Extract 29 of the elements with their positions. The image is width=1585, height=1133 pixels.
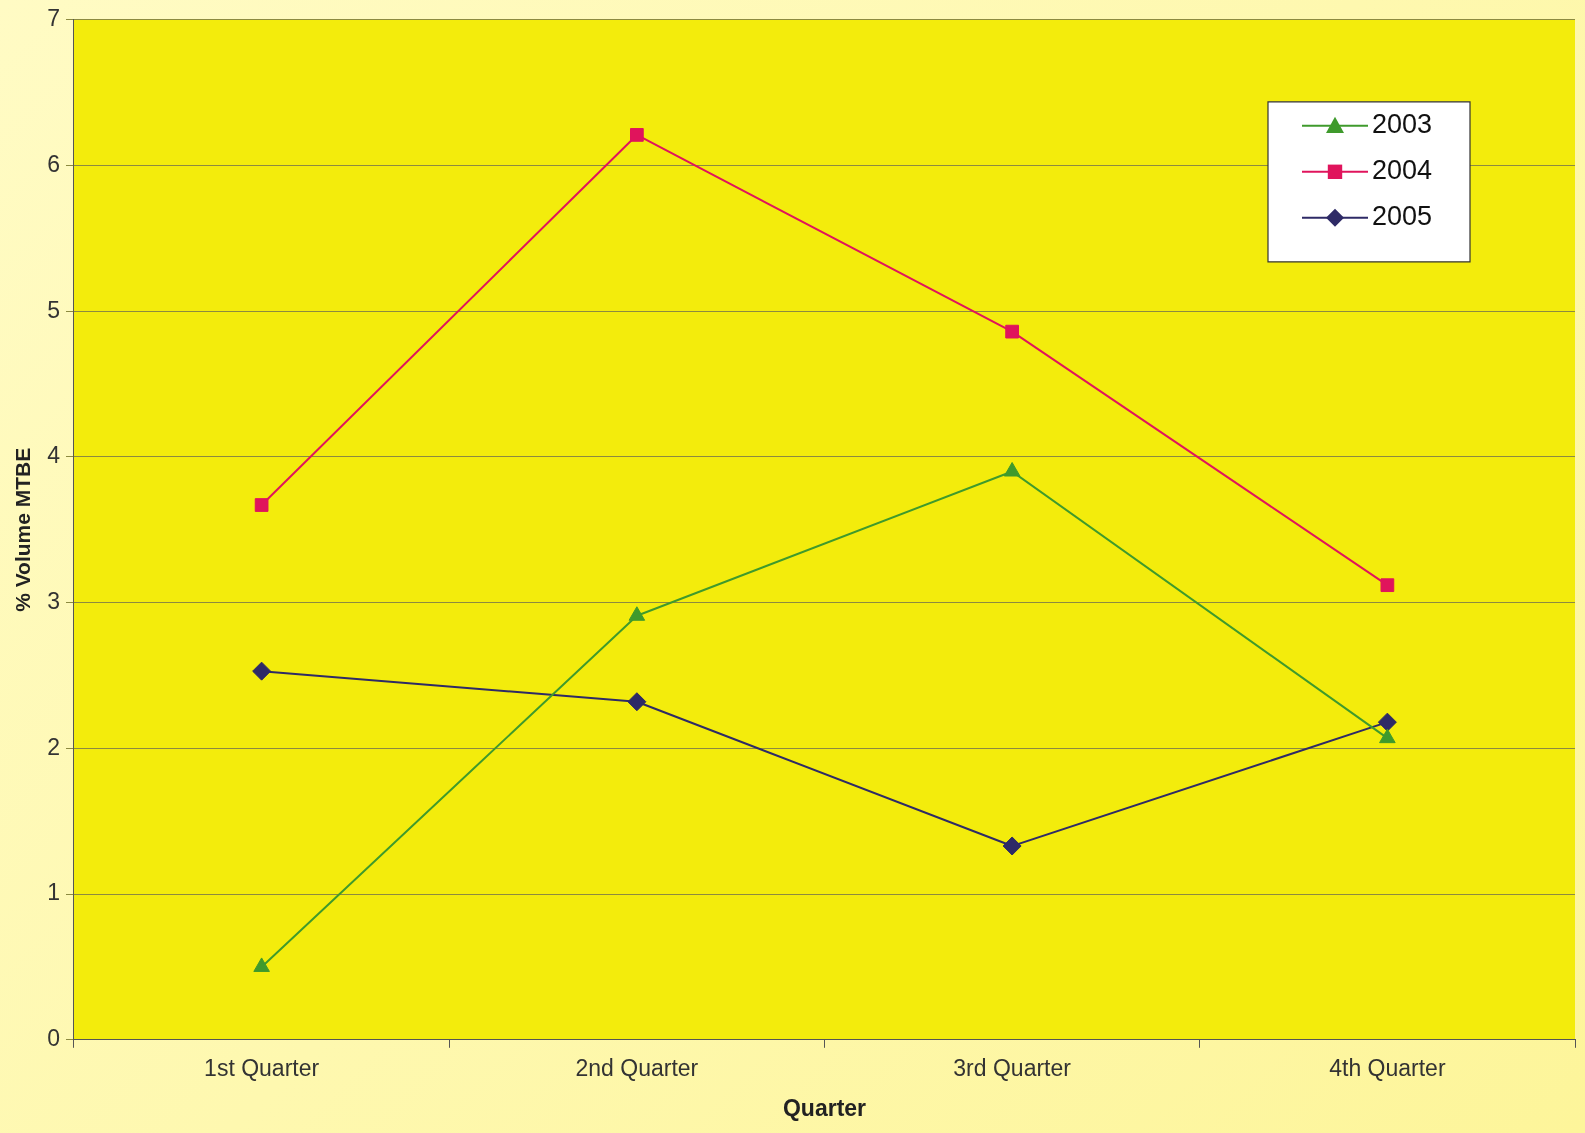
y-tick-label: 2: [47, 733, 60, 760]
y-tick-label: 4: [47, 442, 61, 469]
x-axis-title: Quarter: [782, 1094, 867, 1121]
x-tick-label: 2nd Quarter: [575, 1054, 699, 1081]
x-tick-label: 4th Quarter: [1329, 1054, 1446, 1081]
y-tick-label: 6: [47, 150, 60, 177]
point: [1003, 462, 1021, 477]
point: [630, 128, 644, 142]
point: [1002, 836, 1022, 856]
legend-label: 2005: [1372, 201, 1433, 232]
point: [628, 606, 646, 621]
y-tick-label: 5: [47, 296, 60, 323]
y-tick-label: 3: [47, 588, 60, 614]
point: [627, 692, 647, 712]
x-tick-label: 3rd Quarter: [953, 1054, 1072, 1081]
point: [253, 957, 270, 972]
y-tick-label: 0: [47, 1025, 60, 1052]
y-tick-label: 7: [47, 5, 60, 32]
point: [1377, 712, 1397, 732]
point: [1379, 728, 1396, 744]
point: [1380, 578, 1395, 593]
legend-label: 2004: [1372, 155, 1433, 186]
point: [1005, 324, 1019, 339]
point: [254, 498, 269, 512]
x-tick-label: 1st Quarter: [204, 1054, 320, 1081]
y-axis-title: % Volume MTBE: [11, 447, 35, 612]
legend-label: 2003: [1372, 109, 1433, 140]
point: [252, 661, 272, 681]
y-tick-label: 1: [47, 879, 60, 906]
